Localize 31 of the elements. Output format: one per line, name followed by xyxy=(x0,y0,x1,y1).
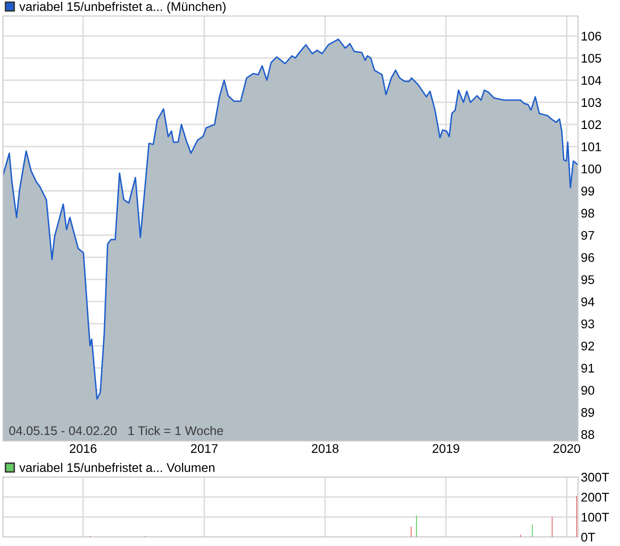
y-tick-label: 92 xyxy=(581,342,594,350)
y-tick-label: 101 xyxy=(582,142,602,152)
y-tick-label: 94 xyxy=(581,297,594,306)
y-tick-label: 200T xyxy=(581,492,609,502)
y-tick-label: 95 xyxy=(581,275,594,284)
y-tick-label: 104 xyxy=(582,76,602,85)
y-tick-label: 93 xyxy=(581,319,594,328)
y-tick-label: 96 xyxy=(581,253,594,262)
text: variabel 15/unbefristet a... Volumen xyxy=(19,462,214,472)
y-tick-label: 100T xyxy=(582,512,609,522)
y-tick-label: 91 xyxy=(581,364,594,373)
x-tick-label: 2017 xyxy=(190,444,218,453)
y-tick-label: 99 xyxy=(581,186,594,196)
x-tick-label: 2018 xyxy=(312,444,338,453)
legend-label: variabel 15/unbefristet a... (München) xyxy=(19,2,226,14)
y-tick-label: 88 xyxy=(581,430,594,440)
y-tick-label: 98 xyxy=(581,208,594,218)
y-tick-label: 89 xyxy=(581,408,594,417)
x-tick-label: 2020 xyxy=(553,444,580,453)
y-tick-label: 100 xyxy=(582,164,602,174)
y-tick-label: 90 xyxy=(581,386,594,395)
y-tick-label: 0T xyxy=(581,532,596,542)
y-tick-label: 97 xyxy=(581,230,594,240)
y-tick-label: 300T xyxy=(581,472,609,482)
y-tick-label: 106 xyxy=(582,32,602,41)
x-tick-label: 2019 xyxy=(432,444,460,453)
y-tick-label: 105 xyxy=(582,54,602,63)
x-tick-label: 2016 xyxy=(70,444,96,453)
annotation: 04.05.15 - 04.02.20 1 Tick = 1 Woche xyxy=(9,426,224,436)
y-tick-label: 102 xyxy=(582,120,602,130)
y-tick-label: 103 xyxy=(582,98,602,107)
